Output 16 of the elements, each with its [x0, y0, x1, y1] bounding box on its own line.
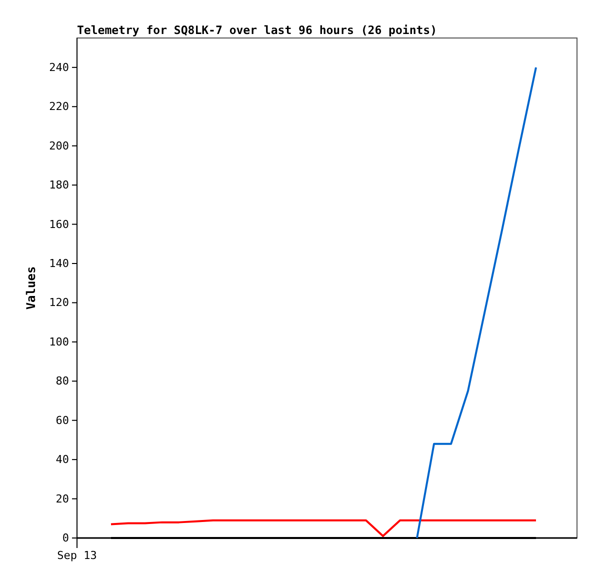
y-axis-title: Values [24, 266, 38, 310]
y-tick-label: 240 [49, 60, 69, 74]
y-tick-label: 60 [56, 414, 69, 427]
y-tick-label: 20 [56, 492, 69, 506]
y-tick-label: 100 [49, 335, 69, 348]
chart-title: Telemetry for SQ8LK-7 over last 96 hours (26 points) [77, 23, 438, 37]
y-tick-label: 180 [49, 178, 69, 192]
y-tick-label: 220 [49, 100, 69, 114]
text: Sep 13 [57, 549, 97, 562]
y-tick-label: 200 [49, 139, 69, 152]
y-tick-label: 40 [56, 453, 69, 466]
y-tick-label: 160 [49, 218, 69, 231]
y-tick-label: 140 [49, 257, 69, 270]
y-tick-label: 80 [56, 374, 69, 388]
y-tick-label: 0 [62, 532, 69, 545]
y-tick-label: 120 [49, 296, 69, 310]
